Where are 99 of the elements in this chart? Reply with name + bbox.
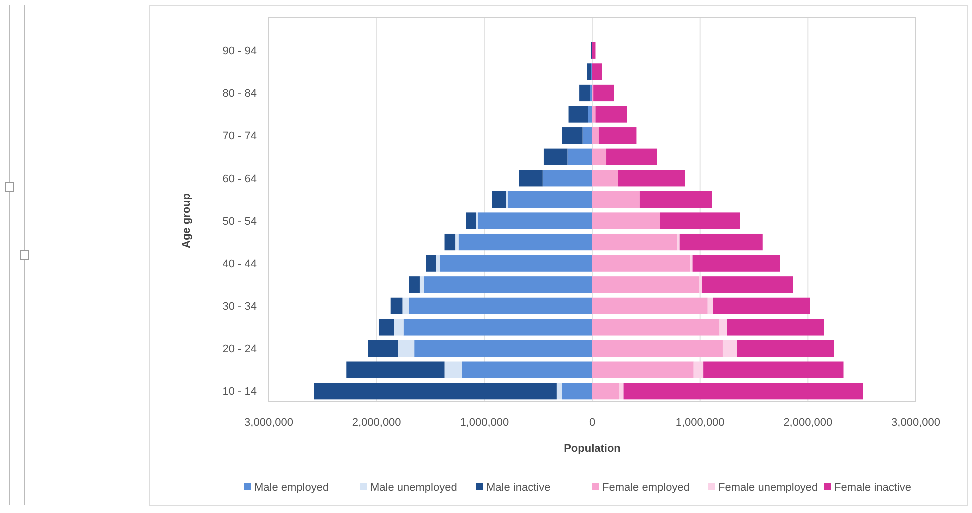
- bar: [618, 170, 686, 187]
- bar: [436, 255, 440, 272]
- bar: [458, 234, 592, 251]
- bar: [708, 298, 714, 314]
- bar: [398, 340, 415, 358]
- x-tick-label: 3,000,000: [244, 417, 294, 429]
- bar: [587, 64, 592, 80]
- bar: [414, 340, 592, 358]
- bar: [592, 191, 640, 208]
- bar: [519, 170, 543, 187]
- x-tick-label: 1,000,000: [460, 417, 510, 429]
- y-tick-label: 40 - 44: [222, 258, 257, 270]
- bar: [680, 234, 763, 251]
- bar: [314, 383, 557, 400]
- bar: [692, 255, 780, 272]
- bar: [562, 383, 592, 400]
- bar: [598, 128, 637, 144]
- bar: [592, 383, 620, 400]
- x-tick-label: 3,000,000: [892, 417, 940, 429]
- x-axis-title: Population: [564, 443, 622, 455]
- bar: [404, 319, 592, 336]
- bar: [580, 84, 590, 102]
- bar: [444, 234, 456, 251]
- bar: [736, 340, 834, 358]
- bar: [402, 298, 410, 314]
- bar: [462, 362, 592, 378]
- bar: [390, 298, 403, 314]
- bar: [409, 298, 592, 314]
- bar: [456, 234, 459, 251]
- bar: [699, 276, 702, 294]
- bar: [594, 84, 614, 102]
- legend-label: Male employed: [254, 482, 330, 494]
- bar: [592, 106, 596, 123]
- bar: [727, 319, 824, 336]
- y-axis-title: Age group: [181, 193, 193, 248]
- bar: [544, 148, 568, 166]
- y-tick-label: 90 - 94: [222, 45, 257, 58]
- bar: [592, 255, 691, 272]
- bar: [660, 212, 740, 230]
- bar: [592, 64, 602, 80]
- bar: [592, 42, 596, 59]
- bar: [568, 148, 592, 166]
- y-tick-label: 50 - 54: [222, 216, 257, 228]
- bar: [420, 276, 424, 294]
- legend-label: Male inactive: [486, 482, 551, 494]
- bar: [508, 191, 592, 208]
- bar: [492, 191, 506, 208]
- bar: [694, 362, 704, 378]
- x-tick-label: 2,000,000: [784, 417, 833, 429]
- bar: [582, 128, 592, 144]
- bar: [722, 340, 737, 358]
- bar: [592, 276, 700, 294]
- bar: [592, 148, 607, 166]
- bar: [378, 319, 394, 336]
- bar: [713, 298, 810, 314]
- bar: [592, 234, 678, 251]
- bar: [542, 170, 592, 187]
- bar: [346, 362, 445, 378]
- bar: [640, 191, 712, 208]
- y-tick-label: 10 - 14: [222, 386, 257, 398]
- legend-label: Male unemployed: [370, 482, 458, 494]
- legend-label: Female inactive: [834, 482, 912, 494]
- y-tick-label: 80 - 84: [222, 88, 257, 100]
- y-tick-label: 20 - 24: [222, 344, 257, 356]
- x-tick-label: 0: [589, 417, 596, 429]
- bar: [720, 319, 728, 336]
- bar: [592, 298, 708, 314]
- bar: [592, 170, 618, 187]
- y-tick-label: 60 - 64: [222, 173, 257, 186]
- x-tick-label: 2,000,000: [352, 417, 402, 429]
- bar: [624, 383, 864, 400]
- y-tick-label: 30 - 34: [222, 301, 257, 314]
- legend-label: Female employed: [602, 482, 690, 494]
- bar: [466, 212, 476, 230]
- legend-label: Female unemployed: [718, 482, 818, 494]
- bar: [704, 362, 844, 378]
- bar: [592, 212, 660, 230]
- bar: [556, 383, 562, 400]
- bar: [606, 148, 658, 166]
- bar: [568, 106, 588, 123]
- bar: [478, 212, 592, 230]
- bar: [444, 362, 462, 378]
- y-tick-label: 70 - 74: [222, 130, 257, 143]
- bar: [592, 362, 694, 378]
- bar: [596, 106, 628, 123]
- bar: [702, 276, 794, 294]
- bar: [368, 340, 398, 358]
- bar: [562, 128, 583, 144]
- bar: [588, 106, 592, 123]
- bar: [592, 128, 599, 144]
- bar: [592, 319, 720, 336]
- bar: [394, 319, 404, 336]
- bar: [440, 255, 592, 272]
- x-tick-label: 1,000,000: [676, 417, 725, 429]
- bar: [619, 383, 624, 400]
- bar: [426, 255, 436, 272]
- bar: [424, 276, 592, 294]
- bar: [592, 340, 723, 358]
- bar: [409, 276, 420, 294]
